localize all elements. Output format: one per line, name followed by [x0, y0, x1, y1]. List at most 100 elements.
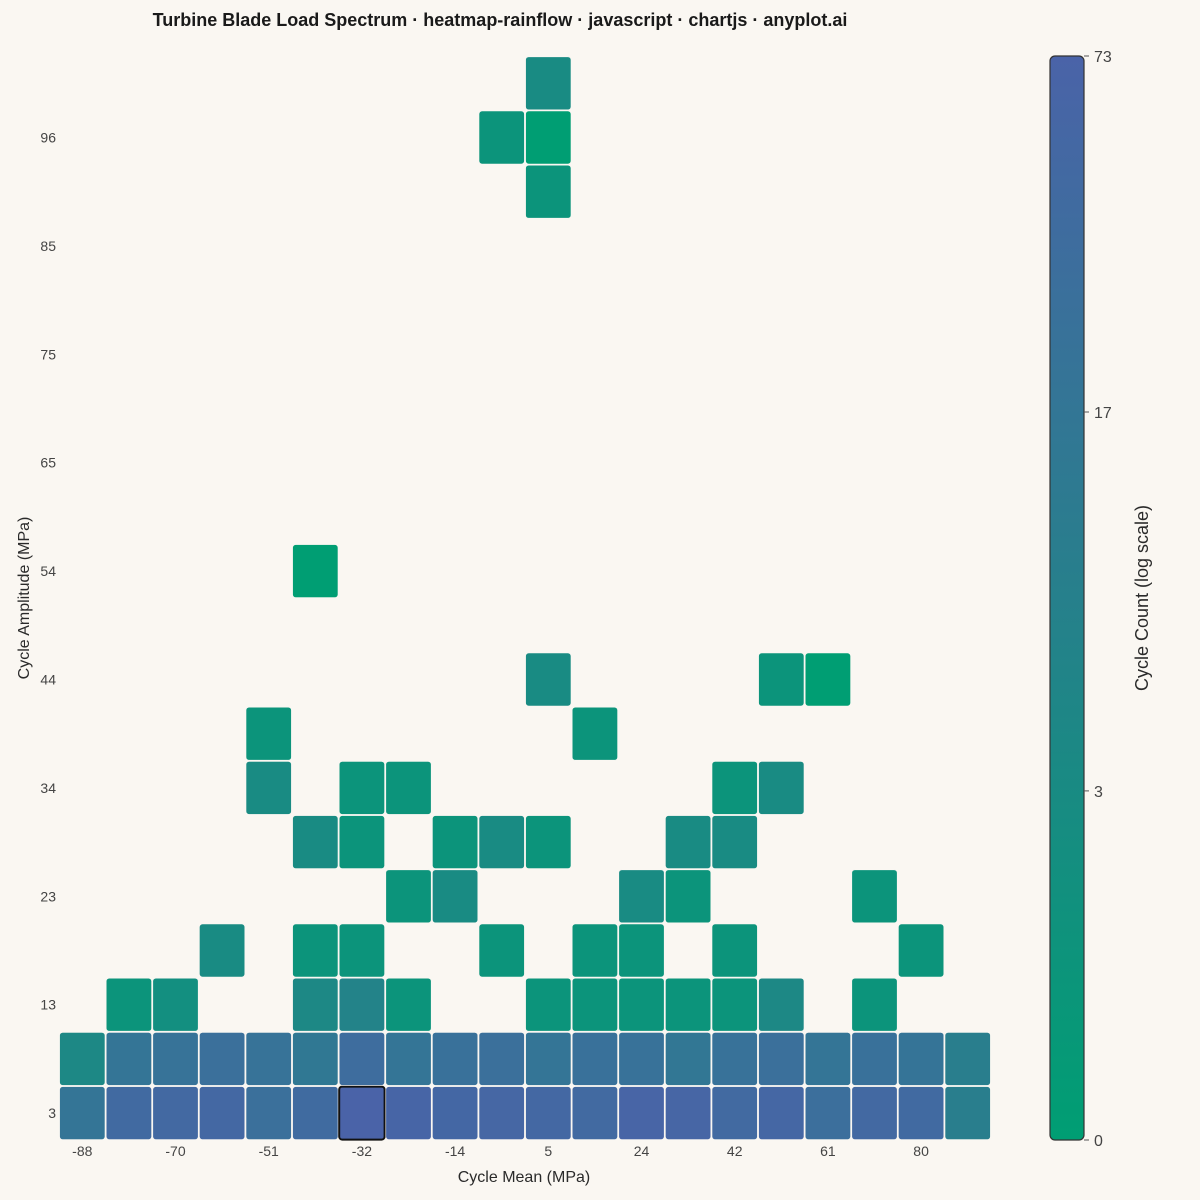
heatmap-cell	[292, 1032, 339, 1086]
heatmap-cell	[711, 761, 758, 815]
heatmap-cell	[711, 923, 758, 978]
heatmap-cell	[665, 1086, 712, 1140]
heatmap-cells	[59, 56, 991, 1141]
y-tick-label: 3	[48, 1105, 56, 1121]
heatmap-cell	[571, 1086, 618, 1140]
heatmap-cell	[199, 923, 246, 978]
heatmap-cell	[525, 977, 572, 1032]
heatmap-cell	[618, 869, 665, 924]
heatmap-cell	[804, 652, 851, 707]
heatmap-cell	[432, 869, 479, 924]
x-tick-label: 42	[727, 1143, 743, 1159]
heatmap-cell	[292, 544, 339, 598]
heatmap-cell	[898, 1032, 945, 1086]
heatmap-cell	[478, 110, 525, 165]
heatmap-cell	[338, 761, 385, 815]
x-tick-label: -14	[445, 1143, 465, 1159]
heatmap-cell	[478, 1032, 525, 1086]
heatmap-cell	[525, 652, 572, 707]
heatmap-cell	[245, 1032, 292, 1086]
y-tick-label: 54	[40, 563, 56, 579]
heatmap-cell	[338, 1032, 385, 1086]
heatmap-cell	[245, 761, 292, 815]
y-tick-label: 75	[40, 346, 56, 362]
x-tick-label: -32	[352, 1143, 372, 1159]
heatmap-cell	[804, 1032, 851, 1086]
heatmap-cell	[292, 977, 339, 1032]
y-tick-label: 34	[40, 780, 56, 796]
heatmap-cell	[245, 706, 292, 761]
heatmap-cell	[478, 1086, 525, 1140]
heatmap-cell	[338, 815, 385, 869]
heatmap-cell	[199, 1032, 246, 1086]
x-tick-label: 61	[820, 1143, 836, 1159]
y-axis-ticks: 3 13 23 34 44 54 65 75 85 96	[40, 130, 56, 1122]
heatmap-cell	[525, 110, 572, 165]
heatmap-cell	[665, 977, 712, 1032]
heatmap-cell	[385, 869, 432, 924]
heatmap-cell	[571, 1032, 618, 1086]
heatmap-cell	[385, 1032, 432, 1086]
heatmap-cell	[338, 977, 385, 1032]
heatmap-cell	[432, 1086, 479, 1140]
heatmap-cell	[711, 1086, 758, 1140]
heatmap-cell	[758, 761, 805, 815]
heatmap-cell	[152, 1086, 199, 1140]
y-tick-label: 44	[40, 672, 56, 688]
heatmap-cell	[525, 1032, 572, 1086]
heatmap-cell	[711, 1032, 758, 1086]
heatmap-cell	[898, 1086, 945, 1140]
heatmap-cell	[851, 1086, 898, 1140]
heatmap-cell	[385, 977, 432, 1032]
heatmap-cell	[711, 815, 758, 869]
heatmap-cell	[199, 1086, 246, 1140]
heatmap-cell	[152, 977, 199, 1032]
heatmap-cell	[105, 1032, 152, 1086]
x-tick-label: -88	[72, 1143, 92, 1159]
heatmap-cell	[851, 869, 898, 924]
colorbar-tick-label: 3	[1094, 784, 1103, 801]
heatmap-cell	[105, 1086, 152, 1140]
heatmap-cell	[571, 923, 618, 978]
heatmap-cell	[292, 815, 339, 869]
y-axis-title: Cycle Amplitude (MPa)	[16, 517, 33, 680]
x-axis-title: Cycle Mean (MPa)	[458, 1169, 590, 1186]
heatmap-cell	[59, 1086, 106, 1140]
heatmap-cell	[758, 1032, 805, 1086]
y-tick-label: 85	[40, 238, 56, 254]
colorbar-tick-label: 0	[1094, 1133, 1103, 1150]
heatmap-cell	[665, 869, 712, 924]
heatmap-cell	[432, 815, 479, 869]
heatmap-cell	[525, 56, 572, 111]
x-axis-ticks: -88 -70 -51 -32 -14 5 24 42 61 80	[72, 1143, 929, 1159]
colorbar-tick-label: 17	[1094, 405, 1112, 422]
heatmap-cell	[618, 1086, 665, 1140]
heatmap-cell	[571, 977, 618, 1032]
colorbar	[1049, 55, 1085, 1141]
heatmap-cell	[432, 1032, 479, 1086]
heatmap-cell	[758, 977, 805, 1032]
heatmap-cell	[851, 977, 898, 1032]
heatmap-cell	[618, 1032, 665, 1086]
heatmap-cell	[758, 1086, 805, 1140]
heatmap-cell	[478, 815, 525, 869]
heatmap-cell	[385, 761, 432, 815]
heatmap-cell	[525, 1086, 572, 1140]
heatmap-cell	[665, 815, 712, 869]
heatmap-cell	[618, 977, 665, 1032]
heatmap-cell	[804, 1086, 851, 1140]
y-tick-label: 23	[40, 888, 56, 904]
heatmap-cell	[571, 706, 618, 761]
y-tick-label: 13	[40, 997, 56, 1013]
heatmap-cell	[338, 1085, 386, 1141]
heatmap-cell	[944, 1032, 991, 1086]
heatmap-cell	[944, 1086, 991, 1140]
heatmap-cell	[338, 923, 385, 978]
heatmap-cell	[292, 923, 339, 978]
heatmap-cell	[665, 1032, 712, 1086]
heatmap-cell	[851, 1032, 898, 1086]
colorbar-title: Cycle Count (log scale)	[1132, 505, 1152, 691]
chart-title: Turbine Blade Load Spectrum · heatmap-ra…	[153, 10, 848, 30]
colorbar-tick-label: 73	[1094, 49, 1112, 66]
